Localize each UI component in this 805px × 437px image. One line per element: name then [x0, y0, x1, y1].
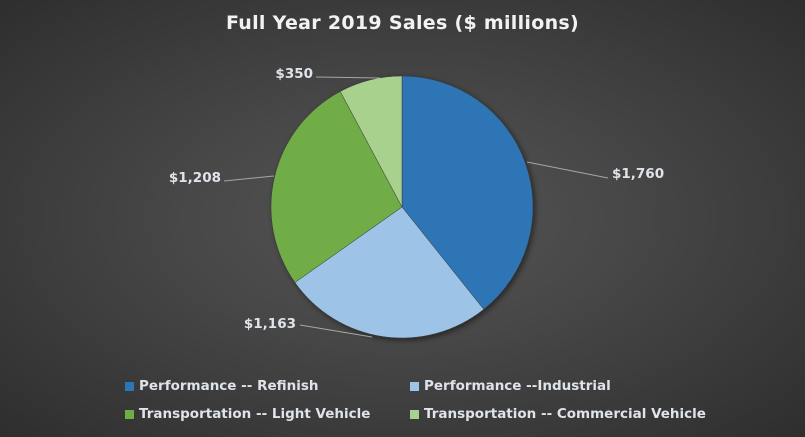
- pie-slice-light-vehicle: [270, 91, 403, 283]
- chart-title: Full Year 2019 Sales ($ millions): [225, 12, 580, 34]
- legend-item-refinish: Performance -- Refinish: [125, 378, 319, 394]
- leader-line-light-vehicle: [223, 175, 275, 182]
- legend-swatch: [125, 409, 134, 419]
- pie-slice-commercial-vehicle: [339, 75, 403, 208]
- legend-label: Performance -- Refinish: [139, 378, 319, 394]
- legend-label: Transportation -- Light Vehicle: [139, 406, 371, 422]
- legend-item-light-vehicle: Transportation -- Light Vehicle: [125, 406, 370, 422]
- legend-swatch: [410, 381, 419, 391]
- legend-swatch: [125, 381, 134, 391]
- pie-slice-refinish: [401, 75, 534, 310]
- legend-item-commercial-vehicle: Transportation -- Commercial Vehicle: [410, 406, 706, 422]
- data-label-industrial: $1,163: [244, 316, 296, 332]
- legend-swatch: [410, 409, 419, 419]
- data-label-light-vehicle: $1,208: [169, 170, 221, 186]
- leader-line-commercial-vehicle: [315, 76, 381, 79]
- leader-line-industrial: [299, 324, 373, 338]
- leader-line-refinish: [526, 161, 609, 179]
- pie-slice-industrial: [294, 206, 485, 339]
- legend-label: Performance --Industrial: [424, 378, 611, 394]
- data-label-refinish: $1,760: [612, 166, 664, 182]
- legend-item-industrial: Performance --Industrial: [410, 378, 611, 394]
- data-label-commercial-vehicle: $350: [275, 66, 313, 82]
- legend-label: Transportation -- Commercial Vehicle: [424, 406, 706, 422]
